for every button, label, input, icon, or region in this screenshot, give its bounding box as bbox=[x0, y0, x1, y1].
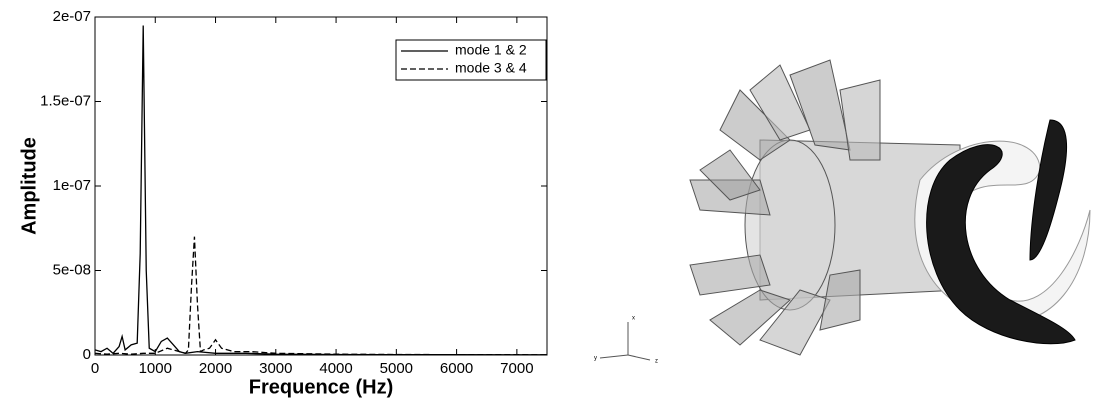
triad-label: x bbox=[632, 316, 635, 322]
blade bbox=[699, 149, 761, 201]
vortex-black bbox=[926, 144, 1076, 345]
x-tick-label: 3000 bbox=[259, 360, 292, 377]
x-tick-label: 2000 bbox=[199, 360, 232, 377]
x-tick-label: 7000 bbox=[500, 360, 533, 377]
y-tick-label: 0 bbox=[83, 346, 91, 363]
blade bbox=[839, 79, 881, 161]
legend-label: mode 3 & 4 bbox=[455, 60, 527, 76]
x-tick-label: 5000 bbox=[380, 360, 413, 377]
blade bbox=[819, 269, 861, 331]
triad-label: y bbox=[594, 356, 597, 362]
axis-triad: x y z bbox=[594, 316, 658, 365]
series-line bbox=[94, 25, 547, 356]
y-axis-title: Amplitude bbox=[18, 137, 40, 235]
blade bbox=[689, 254, 771, 296]
triad-label: z bbox=[655, 359, 658, 365]
y-tick-label: 1e-07 bbox=[53, 177, 91, 194]
series-line bbox=[94, 236, 548, 356]
render bbox=[689, 59, 1091, 356]
x-tick-label: 4000 bbox=[319, 360, 352, 377]
triad-axis bbox=[599, 354, 629, 359]
vortex-black bbox=[1029, 119, 1068, 261]
legend: mode 1 & 2 mode 3 & 4 bbox=[395, 39, 547, 81]
triad-axis bbox=[627, 354, 651, 361]
y-tick-label: 2e-07 bbox=[53, 8, 91, 25]
x-tick-label: 0 bbox=[91, 360, 99, 377]
x-tick-label: 1000 bbox=[139, 360, 172, 377]
y-tick-label: 5e-08 bbox=[53, 261, 91, 278]
y-tick-label: 1.5e-07 bbox=[40, 92, 91, 109]
blade bbox=[709, 289, 791, 346]
legend-box bbox=[395, 39, 547, 81]
x-tick-label: 6000 bbox=[440, 360, 473, 377]
blade bbox=[719, 89, 791, 161]
legend-label: mode 1 & 2 bbox=[455, 42, 527, 58]
x-axis-title: Frequence (Hz) bbox=[249, 376, 393, 398]
